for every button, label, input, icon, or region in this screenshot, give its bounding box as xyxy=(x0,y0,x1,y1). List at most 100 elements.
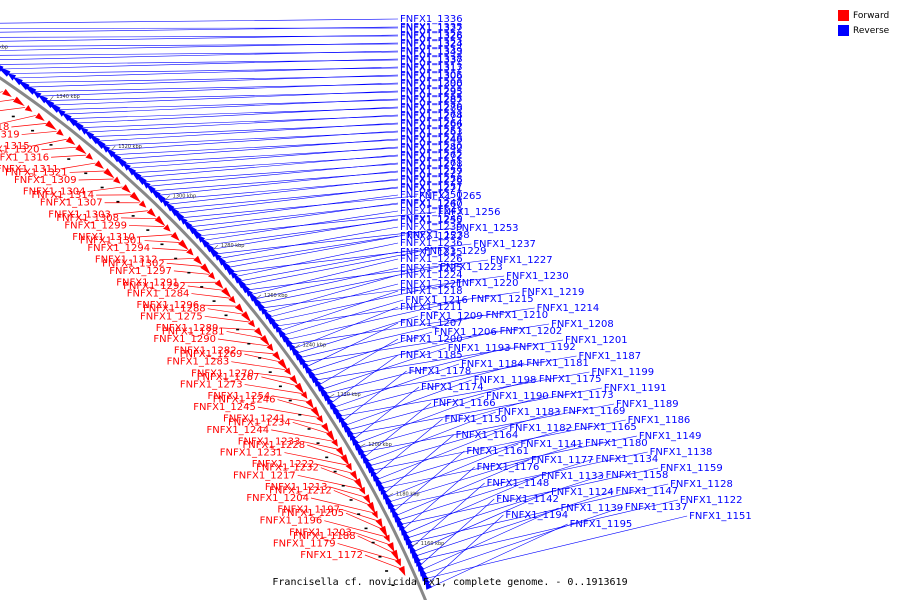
reverse-gene-label: FNFX1_1206 xyxy=(434,327,497,338)
reverse-leader-line xyxy=(240,251,399,282)
reverse-gene-label: FNFX1_1218 xyxy=(400,286,463,297)
forward-gene-label: FNFX1_1204 xyxy=(246,493,309,504)
forward-gene-arrow xyxy=(208,272,216,280)
reverse-gene-label: FNFX1_1242 xyxy=(400,143,463,154)
forward-gene-label: FNFX1_1314 xyxy=(31,190,94,201)
reverse-gene-label: FNFX1_1264 xyxy=(400,118,463,129)
inner-track-marker xyxy=(224,314,228,317)
reverse-leader-line xyxy=(182,195,418,219)
reverse-gene-label: FNFX1_1133 xyxy=(541,471,604,482)
reverse-leader-line xyxy=(130,146,399,169)
inner-track-marker xyxy=(187,271,191,274)
inner-track-marker xyxy=(268,371,272,373)
reverse-gene-label: FNFX1_1326 xyxy=(400,31,463,42)
scale-tick-label: 1220 kbp xyxy=(337,392,361,398)
reverse-leader-line xyxy=(375,418,443,475)
scale-tick-mark xyxy=(49,96,54,102)
forward-gene-label: FNFX1_1222 xyxy=(252,459,315,470)
inner-track-marker xyxy=(247,342,251,345)
forward-gene-label: FNFX1_1245 xyxy=(193,402,256,413)
forward-leader-line xyxy=(257,406,318,418)
reverse-gene-label: FNFX1_1256 xyxy=(438,207,501,218)
forward-leader-line xyxy=(337,543,397,561)
reverse-gene-label: FNFX1_1220 xyxy=(456,278,519,289)
reverse-leader-line xyxy=(76,106,399,124)
reverse-gene-label: FNFX1_1214 xyxy=(537,303,600,314)
inner-track-marker xyxy=(333,470,337,473)
reverse-gene-label: FNFX1_1236 xyxy=(400,238,463,249)
reverse-leader-line xyxy=(109,130,399,151)
forward-gene-label: FNFX1_1244 xyxy=(206,425,269,436)
reverse-gene-label: FNFX1_1219 xyxy=(522,287,585,298)
legend-item-forward: Forward xyxy=(838,8,889,23)
forward-gene-label: FNFX1_1315 xyxy=(0,141,30,152)
forward-gene-arrow xyxy=(56,128,64,136)
forward-leader-line xyxy=(129,225,165,227)
forward-gene-arrow xyxy=(349,470,358,481)
inner-track-marker xyxy=(357,513,361,515)
reverse-leader-line xyxy=(2,58,399,70)
reverse-gene-label: FNFX1_1178 xyxy=(409,366,472,377)
reverse-gene-label: FNFX1_1248 xyxy=(400,134,463,145)
forward-gene-arrow xyxy=(248,319,255,328)
forward-leader-line xyxy=(226,331,262,339)
forward-gene-arrow xyxy=(284,367,291,376)
reverse-leader-line xyxy=(394,450,465,511)
inner-track-marker xyxy=(236,328,240,331)
reverse-leader-line xyxy=(224,235,399,264)
reverse-gene-label: FNFX1_1338 xyxy=(400,54,463,65)
forward-gene-label: FNFX1_1284 xyxy=(127,289,190,300)
reverse-gene-label: FNFX1_1147 xyxy=(615,486,678,497)
reverse-gene-arrow xyxy=(364,458,375,474)
forward-gene-label: FNFX1_1196 xyxy=(260,516,323,527)
reverse-gene-label: FNFX1_1272 xyxy=(400,151,463,162)
reverse-gene-label: FNFX1_1253 xyxy=(456,223,519,234)
reverse-gene-arrow xyxy=(21,83,37,95)
reverse-leader-line xyxy=(322,347,446,390)
reverse-gene-label: FNFX1_1221 xyxy=(400,279,463,290)
reverse-leader-line xyxy=(403,466,475,529)
inner-track-marker xyxy=(258,357,262,359)
forward-gene-arrow xyxy=(254,327,263,337)
forward-gene-arrow xyxy=(234,303,244,313)
reverse-gene-label: FNFX1_1249 xyxy=(400,135,463,146)
forward-gene-arrow xyxy=(390,549,399,562)
reverse-gene-label: FNFX1_1293 xyxy=(400,86,463,97)
inner-track-marker xyxy=(371,541,375,544)
reverse-leader-line xyxy=(216,227,454,255)
reverse-gene-label: FNFX1_1335 xyxy=(400,22,463,33)
reverse-gene-label: FNFX1_1175 xyxy=(539,374,602,385)
forward-gene-label: FNFX1_1320 xyxy=(0,145,39,156)
reverse-leader-line xyxy=(304,323,550,363)
forward-leader-line xyxy=(255,372,291,378)
reverse-gene-arrow xyxy=(407,539,414,549)
reverse-gene-label: FNFX1_1186 xyxy=(628,415,691,426)
inner-track-marker xyxy=(391,584,395,586)
reverse-leader-line xyxy=(248,259,489,291)
reverse-leader-line xyxy=(232,243,472,273)
forward-leader-line xyxy=(87,186,123,192)
reverse-gene-label: FNFX1_1323 xyxy=(400,38,463,49)
reverse-gene-label: FNFX1_1235 xyxy=(400,247,463,258)
reverse-leader-line xyxy=(426,515,688,579)
reverse-gene-label: FNFX1_1277 xyxy=(400,167,463,178)
forward-leader-line xyxy=(136,234,172,238)
forward-gene-arrow xyxy=(186,248,194,256)
backbone-arc xyxy=(0,76,428,600)
reverse-gene-arrow xyxy=(331,404,343,420)
forward-gene-label: FNFX1_1254 xyxy=(208,391,271,402)
inner-track-marker xyxy=(307,428,311,430)
reverse-leader-line xyxy=(416,490,614,556)
forward-leader-line xyxy=(0,115,36,124)
forward-gene-arrow xyxy=(129,191,141,203)
reverse-leader-line xyxy=(159,170,399,196)
reverse-gene-arrow xyxy=(342,422,354,438)
reverse-leader-line xyxy=(337,362,525,412)
forward-leader-line xyxy=(324,520,386,537)
forward-gene-arrow xyxy=(294,382,305,395)
inner-track-marker xyxy=(116,200,120,203)
reverse-gene-label: FNFX1_1173 xyxy=(551,390,614,401)
forward-gene-arrow xyxy=(13,96,25,107)
reverse-gene-label: FNFX1_1223 xyxy=(440,262,503,273)
